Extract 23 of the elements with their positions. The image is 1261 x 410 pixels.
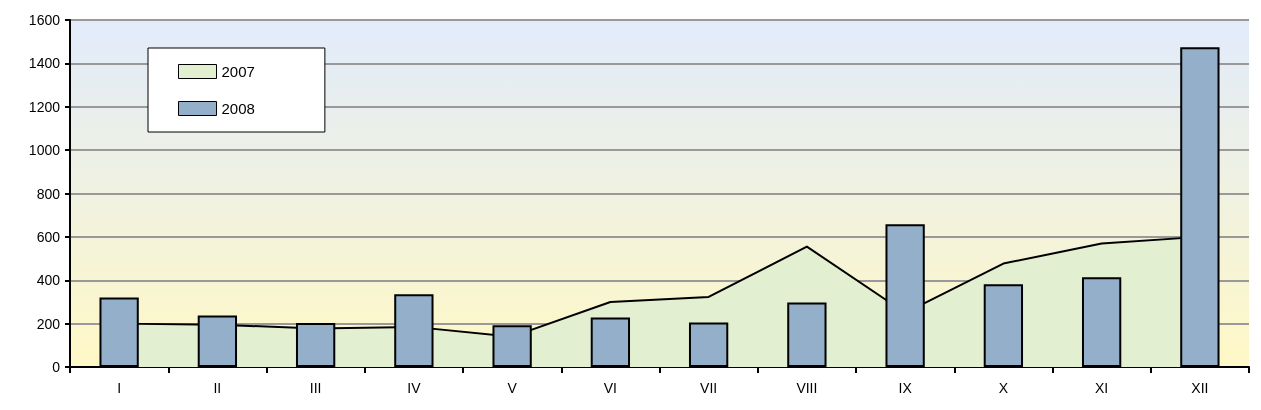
y-tick-label: 1000 [28,142,61,159]
x-tick-label: IV [407,380,422,396]
y-tick-label: 400 [36,272,61,289]
y-tick-label: 1400 [28,55,61,72]
x-tick-label: VI [603,380,617,396]
x-tick-label: XI [1095,380,1109,396]
y-tick-label: 600 [36,228,61,245]
x-tick-label: III [309,380,322,396]
x-tick-label: II [213,380,222,396]
y-tick-label: 1200 [28,98,61,115]
x-tick-label: VII [700,380,718,396]
x-tick-label: X [998,380,1009,396]
x-tick-label: V [507,380,518,396]
y-tick-label: 0 [52,359,61,375]
x-tick-label: XII [1191,380,1209,396]
y-tick-label: 1600 [28,12,61,28]
y-tick-label: 200 [36,315,61,332]
legend-label: 2008 [221,100,255,117]
y-tick-label: 800 [36,185,61,202]
x-tick-label: IX [898,380,913,396]
x-tick-label: VIII [796,380,818,396]
legend-label: 2007 [221,63,255,80]
x-tick-label: I [117,380,122,396]
